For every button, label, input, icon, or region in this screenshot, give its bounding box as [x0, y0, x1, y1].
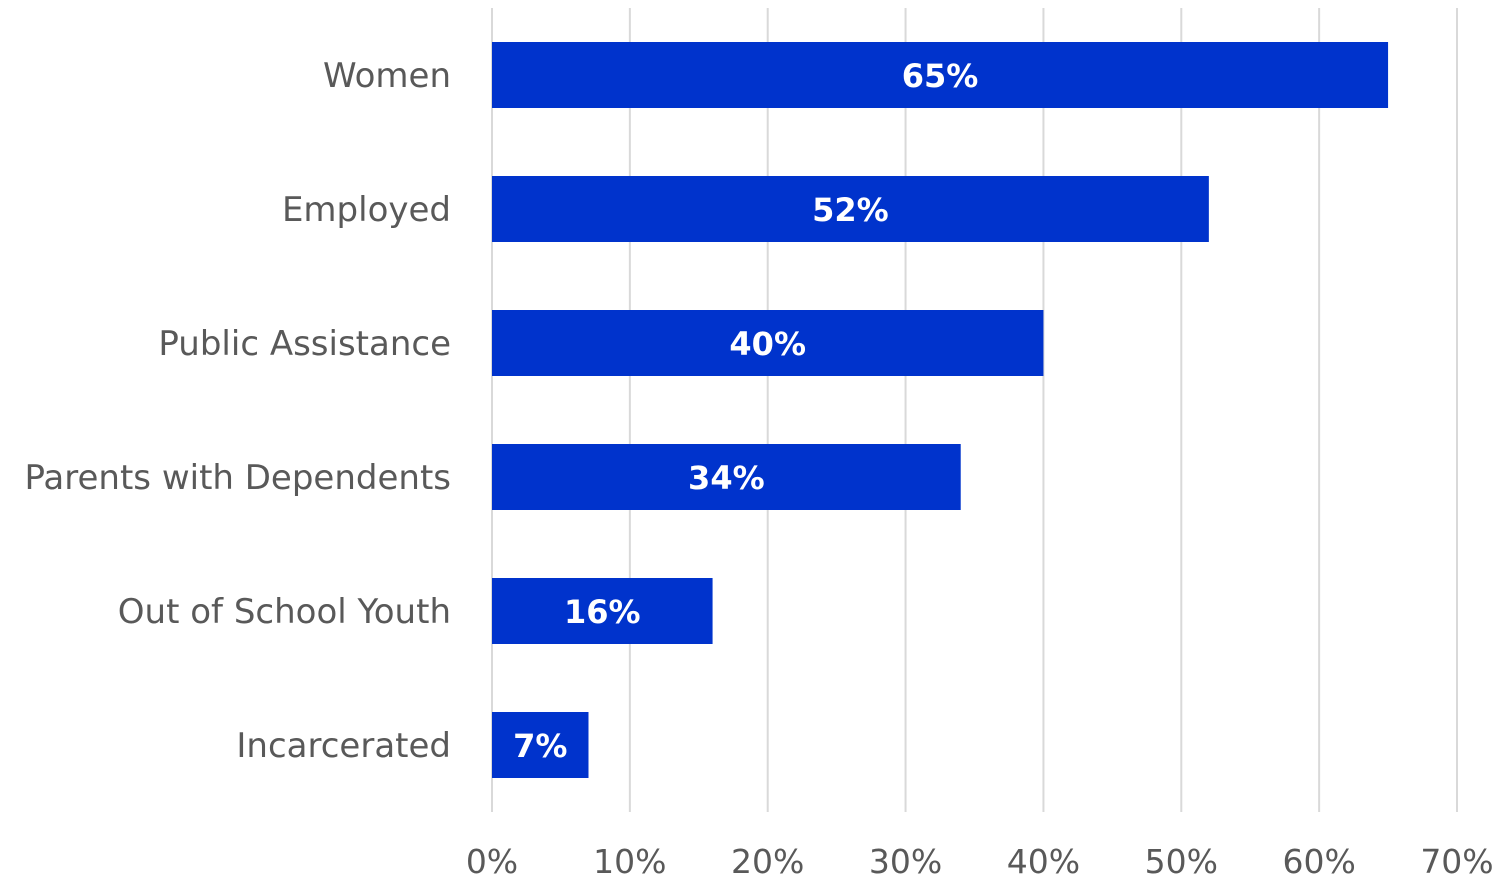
category-label: Out of School Youth [118, 592, 451, 632]
x-tick-label: 50% [1145, 842, 1218, 881]
bar-data-label: 40% [729, 325, 806, 363]
x-tick-label: 0% [466, 842, 518, 881]
bars: 65% 52% 40% 34% 16% 7% [492, 42, 1389, 778]
bar [492, 444, 961, 510]
category-label: Women [323, 56, 451, 96]
x-tick-label: 20% [731, 842, 804, 881]
bar-data-label: 65% [902, 57, 979, 95]
bar-data-label: 7% [513, 727, 567, 765]
x-tick-label: 30% [869, 842, 942, 881]
bar [492, 578, 713, 644]
category-label: Public Assistance [158, 324, 451, 364]
bar-data-label: 52% [812, 191, 889, 229]
category-label: Employed [282, 190, 451, 230]
x-tick-label: 60% [1282, 842, 1355, 881]
bar [492, 310, 1044, 376]
bar [492, 712, 589, 778]
bar-data-label: 16% [564, 593, 641, 631]
category-labels: Women Employed Public Assistance Parents wi… [24, 56, 451, 766]
bar [492, 42, 1389, 108]
bar-data-label: 34% [688, 459, 765, 497]
category-label: Parents with Dependents [24, 458, 451, 498]
x-tick-label: 70% [1420, 842, 1493, 881]
x-tick-label: 10% [593, 842, 666, 881]
category-label: Incarcerated [236, 726, 451, 766]
x-tick-label: 40% [1007, 842, 1080, 881]
gridlines [491, 8, 1458, 812]
x-axis-ticks: 0% 10% 20% 30% 40% 50% 60% 70% [466, 842, 1494, 881]
bar [492, 176, 1209, 242]
